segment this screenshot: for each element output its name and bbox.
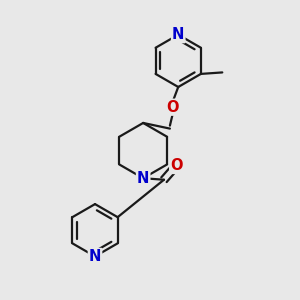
Text: N: N <box>172 27 184 42</box>
Text: O: O <box>170 158 183 173</box>
Text: N: N <box>89 249 101 264</box>
Text: N: N <box>137 171 149 186</box>
Text: O: O <box>167 100 179 115</box>
